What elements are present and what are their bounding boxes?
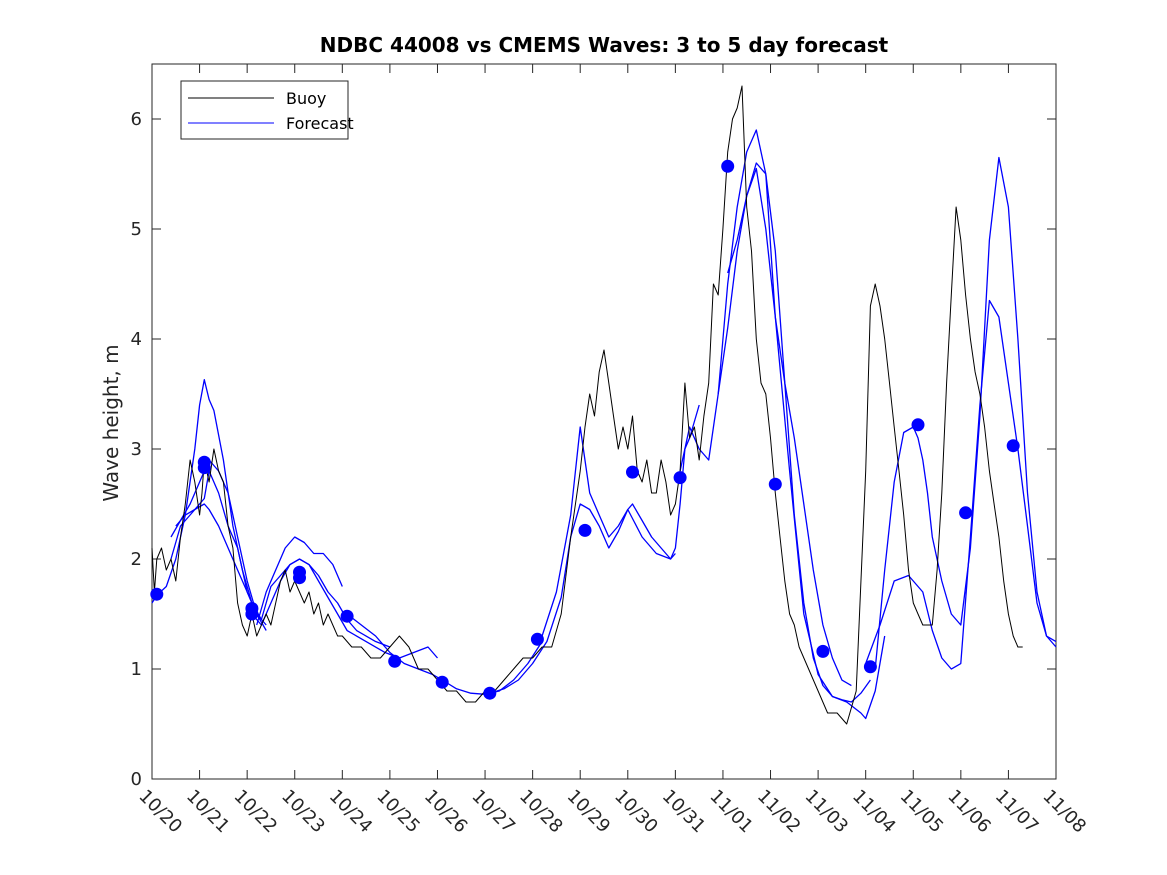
forecast-marker [435, 675, 449, 689]
forecast-marker [150, 587, 164, 601]
y-tick-label: 0 [131, 769, 142, 790]
forecast-line [679, 129, 886, 720]
y-tick-label: 3 [131, 439, 142, 460]
series-layer [151, 85, 1057, 725]
marker-layer [150, 159, 1020, 700]
forecast-marker [816, 644, 830, 658]
forecast-line [251, 558, 391, 648]
legend-forecast-label: Forecast [286, 114, 354, 133]
forecast-marker [245, 607, 259, 621]
legend-buoy-label: Buoy [286, 89, 326, 108]
forecast-marker [721, 159, 735, 173]
forecast-marker [911, 418, 925, 432]
forecast-marker [768, 477, 782, 491]
forecast-line [541, 404, 700, 637]
forecast-marker [388, 654, 402, 668]
y-axis-label: Wave height, m [99, 344, 123, 501]
legend-box [180, 80, 349, 140]
y-tick-label: 6 [131, 109, 142, 130]
buoy-line [151, 85, 1023, 725]
forecast-marker [483, 686, 497, 700]
forecast-marker [959, 506, 973, 520]
forecast-line [489, 503, 676, 694]
forecast-marker [340, 609, 354, 623]
forecast-line [256, 536, 343, 626]
y-tick-label: 1 [131, 659, 142, 680]
forecast-line [727, 162, 871, 703]
forecast-marker [530, 632, 544, 646]
forecast-marker [863, 660, 877, 674]
y-tick-label: 5 [131, 219, 142, 240]
forecast-line [874, 156, 1057, 670]
legend: Buoy Forecast [180, 80, 354, 140]
plot-frame [151, 63, 1057, 780]
forecast-line [260, 558, 438, 659]
y-axis-ticks: 0 1 2 3 4 5 6 [131, 109, 1056, 790]
forecast-marker [626, 465, 639, 479]
y-tick-label: 4 [131, 329, 142, 350]
forecast-marker [578, 523, 592, 537]
forecast-line [175, 503, 258, 615]
forecast-line [717, 167, 852, 687]
forecast-line [865, 299, 1057, 670]
chart-title: NDBC 44008 vs CMEMS Waves: 3 to 5 day fo… [320, 33, 889, 57]
forecast-marker [673, 471, 687, 485]
forecast-marker [197, 461, 211, 475]
forecast-marker [293, 571, 306, 585]
y-tick-label: 2 [131, 549, 142, 570]
forecast-marker [1006, 439, 1020, 453]
